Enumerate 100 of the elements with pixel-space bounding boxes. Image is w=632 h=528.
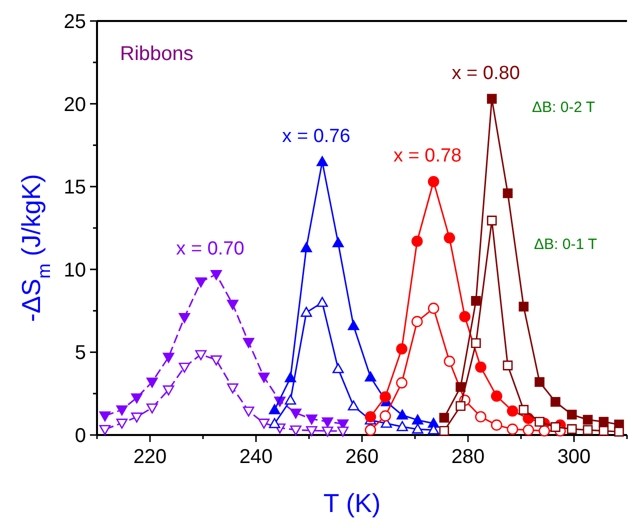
point — [99, 424, 111, 436]
point — [195, 350, 207, 360]
point — [300, 242, 312, 252]
point — [475, 411, 486, 422]
x-tick-label: 240 — [239, 446, 273, 468]
point — [490, 419, 502, 431]
point — [268, 418, 280, 428]
point — [332, 237, 344, 248]
point — [242, 406, 254, 417]
point — [290, 408, 302, 419]
point — [506, 405, 518, 417]
point — [396, 409, 408, 420]
point — [146, 378, 158, 388]
point — [195, 277, 207, 288]
y-tick-label: 20 — [64, 94, 86, 116]
point — [316, 156, 328, 166]
point — [428, 176, 440, 188]
point — [337, 426, 349, 437]
x-tick-label: 260 — [345, 446, 379, 468]
y-tick-label: 5 — [74, 342, 86, 364]
point — [522, 424, 534, 436]
point — [131, 393, 142, 404]
point — [456, 401, 466, 411]
point — [210, 270, 222, 280]
point — [99, 411, 111, 422]
point — [227, 383, 238, 394]
point — [582, 414, 593, 425]
point — [566, 424, 577, 434]
point — [566, 410, 577, 420]
point — [582, 425, 593, 435]
y-tick-label: 15 — [64, 176, 86, 199]
point — [550, 422, 560, 432]
point — [502, 188, 513, 198]
point — [162, 352, 174, 363]
point — [396, 343, 408, 355]
y-tick-label: 0 — [74, 425, 86, 447]
point — [518, 404, 529, 415]
point — [396, 377, 408, 388]
point — [116, 405, 128, 416]
point — [316, 296, 328, 307]
point — [456, 382, 466, 392]
series-label: x = 0.70 — [176, 238, 244, 260]
point — [471, 296, 481, 306]
point — [162, 385, 174, 396]
x-tick-label: 280 — [451, 446, 485, 468]
point — [242, 338, 254, 348]
point — [348, 400, 360, 410]
point — [268, 404, 280, 414]
point — [210, 355, 222, 366]
annotation: Ribbons — [120, 43, 194, 65]
x-tick-label: 300 — [557, 446, 591, 468]
point — [490, 390, 502, 402]
point — [258, 418, 270, 429]
point — [227, 300, 238, 310]
point — [178, 362, 190, 373]
point — [444, 232, 456, 244]
point — [471, 338, 481, 348]
annotation: ΔB: 0-1 T — [534, 236, 598, 253]
point — [364, 371, 376, 382]
point — [380, 391, 391, 403]
annotation: ΔB: 0-2 T — [532, 99, 596, 116]
point — [598, 416, 609, 427]
y-tick-label: 10 — [64, 259, 86, 282]
point — [364, 424, 376, 436]
point — [306, 426, 318, 436]
point — [284, 372, 296, 382]
point — [364, 411, 376, 422]
point — [290, 425, 302, 436]
series-label: x = 0.78 — [393, 146, 462, 167]
point — [439, 412, 450, 423]
point — [306, 414, 318, 425]
point — [614, 426, 624, 437]
point — [348, 320, 360, 330]
point — [380, 410, 391, 422]
point — [412, 424, 424, 434]
x-tick-label: 220 — [133, 446, 167, 468]
point — [534, 377, 544, 387]
point — [300, 306, 312, 317]
point — [284, 394, 296, 405]
point — [322, 417, 334, 428]
point — [428, 302, 440, 314]
point — [486, 216, 497, 226]
point — [146, 403, 158, 414]
point — [332, 363, 344, 374]
series-label: x = 0.80 — [452, 62, 520, 84]
point — [444, 356, 456, 367]
point — [506, 424, 518, 435]
point — [598, 426, 609, 436]
point — [131, 412, 142, 423]
series-label: x = 0.76 — [282, 126, 350, 147]
y-tick-label: 25 — [64, 11, 86, 33]
point — [258, 372, 270, 383]
point — [550, 396, 560, 407]
point — [439, 426, 450, 436]
point — [411, 236, 423, 247]
point — [534, 416, 544, 427]
x-axis-title: T (K) — [323, 488, 381, 518]
point — [116, 418, 128, 429]
point — [322, 426, 334, 437]
point — [411, 316, 423, 328]
